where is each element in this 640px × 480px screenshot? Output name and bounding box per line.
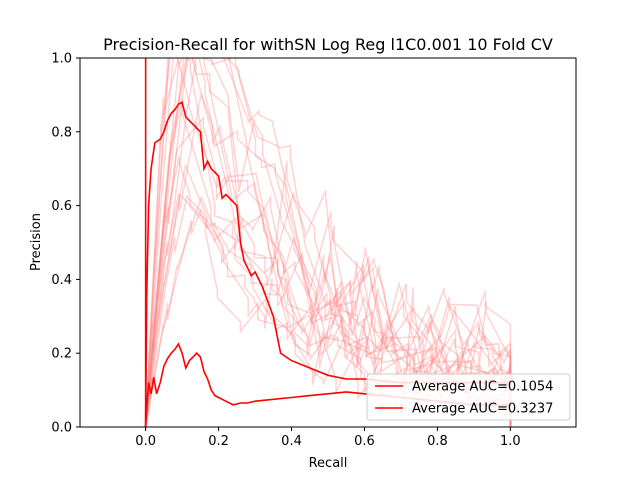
- x-tick-label: 1.0: [500, 434, 521, 449]
- fold-curve: [144, 58, 512, 427]
- legend: Average AUC=0.1054 Average AUC=0.3237: [366, 373, 571, 421]
- y-axis-label: Precision: [29, 213, 44, 271]
- y-tick-label: 0.4: [51, 273, 72, 288]
- x-axis-ticks: 0.0 0.2 0.4 0.6 0.8 1.0: [135, 427, 521, 449]
- plot-area: [80, 58, 576, 427]
- series-lines: [144, 58, 511, 427]
- legend-label: Average AUC=0.3237: [412, 402, 553, 417]
- fold-curve: [144, 58, 512, 427]
- fold-curve: [144, 163, 512, 427]
- legend-box: [366, 373, 571, 421]
- x-axis-label: Recall: [309, 456, 348, 471]
- fold-curve: [144, 156, 512, 427]
- legend-label: Average AUC=0.1054: [412, 380, 553, 395]
- x-tick-label: 0.4: [281, 434, 302, 449]
- series-line-2: [144, 101, 511, 427]
- x-tick-label: 0.6: [354, 434, 375, 449]
- series-line-1: [144, 342, 511, 427]
- fold-curve: [144, 115, 512, 427]
- fold-curve: [144, 58, 512, 427]
- fold-curve: [144, 98, 512, 427]
- fold-curve: [144, 58, 512, 427]
- y-tick-label: 0.2: [51, 347, 72, 362]
- fold-curve: [144, 58, 512, 427]
- x-tick-label: 0.0: [135, 434, 156, 449]
- chart-title: Precision-Recall for withSN Log Reg l1C0…: [103, 35, 553, 54]
- x-tick-label: 0.8: [427, 434, 448, 449]
- y-tick-label: 0.6: [51, 199, 72, 214]
- y-tick-label: 1.0: [51, 52, 72, 67]
- fold-curve: [144, 58, 512, 427]
- plot-frame: [79, 57, 577, 428]
- x-tick-label: 0.2: [208, 434, 229, 449]
- y-tick-label: 0.8: [51, 125, 72, 140]
- y-axis-ticks: 0.0 0.2 0.4 0.6 0.8 1.0: [51, 52, 80, 436]
- fold-curve: [144, 58, 512, 427]
- y-tick-label: 0.0: [51, 421, 72, 436]
